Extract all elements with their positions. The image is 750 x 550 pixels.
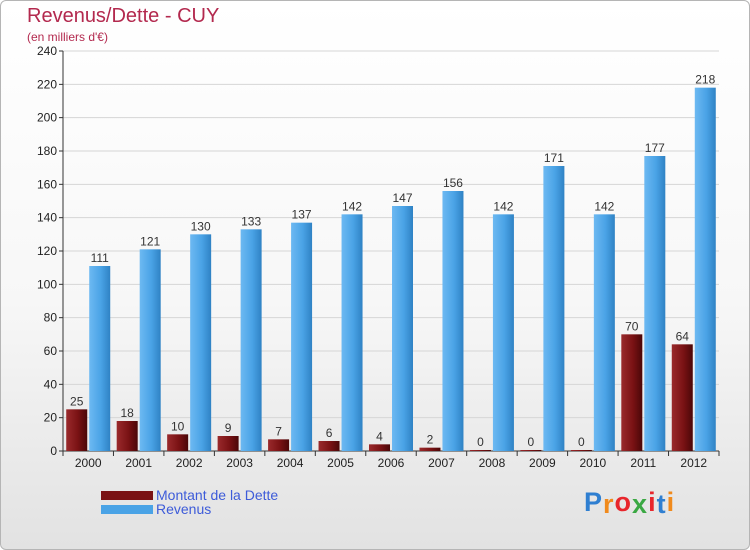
- x-tick-label: 2010: [579, 456, 606, 470]
- x-tick-label: 2011: [630, 456, 656, 470]
- bar-debt: [419, 447, 441, 451]
- data-label: 0: [578, 435, 585, 449]
- data-label: 171: [544, 151, 564, 165]
- legend-item-revenus: Revenus: [101, 501, 211, 517]
- data-label: 7: [275, 424, 282, 438]
- data-label: 111: [91, 251, 110, 265]
- grid-lines: [63, 50, 719, 419]
- data-label: 147: [392, 191, 412, 205]
- x-tick-label: 2004: [277, 456, 304, 470]
- data-label: 142: [594, 199, 614, 213]
- legend-label-revenus: Revenus: [156, 501, 212, 517]
- data-label: 6: [326, 426, 333, 440]
- data-label: 130: [191, 219, 211, 233]
- bar-debt: [520, 450, 542, 451]
- legend-swatch-debt: [101, 490, 153, 500]
- brand-letter: i: [666, 487, 676, 517]
- x-tick-label: 2008: [479, 456, 506, 470]
- brand-logo: Proxiti: [584, 487, 676, 519]
- data-label: 156: [443, 176, 463, 190]
- data-label: 2: [427, 433, 434, 447]
- brand-letter: t: [656, 489, 667, 519]
- bar-revenus: [291, 222, 313, 451]
- brand-letter: P: [584, 487, 604, 517]
- bar-revenus: [694, 87, 716, 452]
- data-label: 177: [645, 141, 665, 155]
- bar-debt: [167, 434, 189, 451]
- y-tick-label: 120: [37, 244, 57, 258]
- brand-letter: x: [632, 489, 649, 519]
- bar-revenus: [139, 249, 161, 451]
- bar-revenus: [341, 214, 363, 451]
- y-tick-label: 0: [50, 444, 57, 458]
- bar-debt: [369, 444, 390, 451]
- bar-revenus: [240, 229, 262, 451]
- data-label: 9: [225, 421, 232, 435]
- x-tick-label: 2006: [378, 456, 405, 470]
- x-tick-label: 2012: [680, 456, 707, 470]
- data-label: 64: [676, 329, 690, 343]
- bar-debt: [570, 450, 592, 451]
- x-tick-label: 2002: [176, 456, 203, 470]
- y-tick-label: 180: [37, 144, 57, 158]
- bar-debt: [469, 450, 491, 451]
- y-tick-label: 40: [44, 377, 58, 391]
- bar-debt: [621, 334, 643, 451]
- chart-title: Revenus/Dette - CUY: [27, 5, 220, 27]
- bar-revenus: [392, 206, 413, 451]
- y-tick-label: 200: [37, 111, 57, 125]
- brand-letter: o: [614, 487, 633, 517]
- legend-item-debt: Montant de la Dette: [101, 487, 278, 503]
- legend-label-debt: Montant de la Dette: [156, 487, 279, 503]
- y-tick-label: 20: [44, 411, 58, 425]
- y-tick-label: 100: [37, 277, 57, 291]
- bar-revenus: [543, 166, 565, 451]
- legend-swatch-revenus: [101, 504, 153, 514]
- data-label: 137: [292, 208, 312, 222]
- y-tick-label: 240: [37, 44, 57, 58]
- data-label: 121: [140, 234, 160, 248]
- data-label: 0: [528, 435, 535, 449]
- bar-debt: [116, 421, 138, 451]
- bar-debt: [66, 409, 88, 451]
- labels: 0204060801001201401601802002202402000251…: [37, 44, 716, 470]
- data-label: 70: [625, 319, 639, 333]
- x-tick-label: 2005: [327, 456, 354, 470]
- x-tick-label: 2003: [226, 456, 253, 470]
- x-tick-label: 2000: [75, 456, 102, 470]
- data-label: 218: [695, 73, 715, 87]
- brand-letter: r: [603, 489, 615, 519]
- bar-revenus: [442, 191, 464, 451]
- x-tick-label: 2007: [428, 456, 455, 470]
- data-label: 142: [493, 199, 513, 213]
- bar-debt: [671, 344, 693, 451]
- bar-revenus: [593, 214, 615, 451]
- data-label: 18: [121, 406, 135, 420]
- brand-letter: i: [648, 487, 657, 517]
- data-label: 25: [70, 394, 84, 408]
- y-tick-label: 160: [37, 177, 57, 191]
- bars: [66, 87, 716, 452]
- y-tick-label: 140: [37, 211, 57, 225]
- bar-debt: [217, 436, 239, 451]
- x-tick-label: 2001: [125, 456, 152, 470]
- x-tick-label: 2009: [529, 456, 556, 470]
- bar-debt: [268, 439, 290, 451]
- data-label: 133: [241, 214, 261, 228]
- data-label: 142: [342, 199, 362, 213]
- bar-revenus: [190, 234, 212, 451]
- bar-debt: [318, 441, 340, 451]
- bar-revenus: [644, 156, 666, 451]
- bar-revenus: [492, 214, 514, 451]
- bar-revenus: [89, 266, 111, 451]
- data-label: 4: [376, 429, 383, 443]
- data-label: 10: [171, 419, 185, 433]
- chart-subtitle: (en milliers d'€): [27, 30, 108, 44]
- data-label: 0: [477, 435, 484, 449]
- y-tick-label: 60: [44, 344, 58, 358]
- y-tick-label: 220: [37, 77, 57, 91]
- y-tick-label: 80: [44, 311, 58, 325]
